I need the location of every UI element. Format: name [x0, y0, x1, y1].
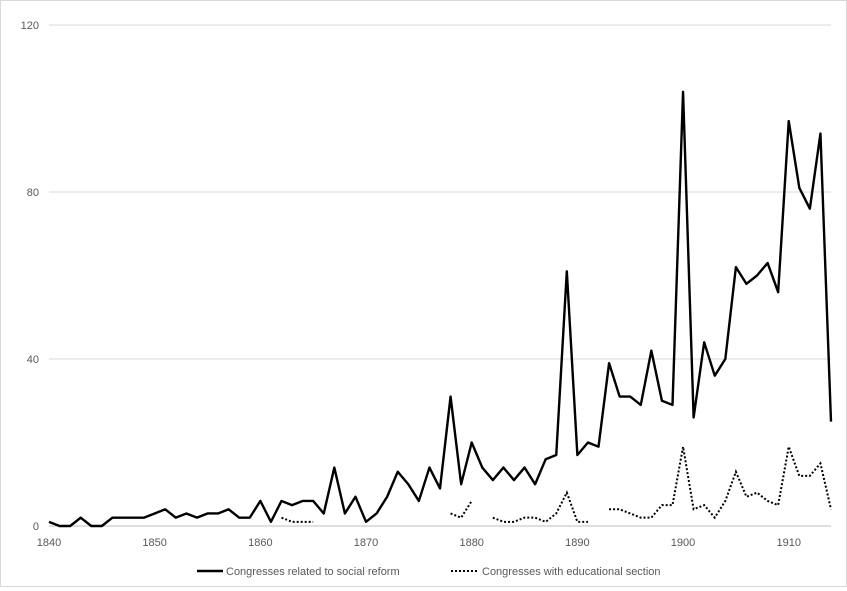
y-tick-labels: 0 40 80 120 [21, 20, 39, 533]
x-tick-label: 1860 [248, 537, 272, 549]
legend: Congresses related to social reform Cong… [197, 566, 661, 578]
series-lines [49, 92, 831, 526]
legend-label-social-reform: Congresses related to social reform [226, 566, 400, 578]
series-line-educational-section [493, 493, 588, 522]
x-tick-label: 1840 [37, 537, 61, 549]
gridlines [49, 25, 831, 359]
x-tick-label: 1880 [459, 537, 483, 549]
series-line-social-reform [49, 92, 831, 526]
x-tick-label: 1890 [565, 537, 589, 549]
y-tick-label: 120 [21, 20, 39, 32]
x-tick-label: 1870 [354, 537, 378, 549]
x-tick-label: 1850 [142, 537, 166, 549]
y-tick-label: 80 [27, 187, 39, 199]
series-line-educational-section [451, 501, 472, 518]
series-line-educational-section [609, 447, 831, 518]
series-line-educational-section [281, 518, 313, 522]
x-tick-labels: 1840 1850 1860 1870 1880 1890 1900 1910 [37, 537, 801, 549]
y-tick-label: 40 [27, 354, 39, 366]
legend-label-educational-section: Congresses with educational section [482, 566, 661, 578]
x-tick-label: 1900 [671, 537, 695, 549]
x-tick-label: 1910 [776, 537, 800, 549]
y-tick-label: 0 [33, 521, 39, 533]
